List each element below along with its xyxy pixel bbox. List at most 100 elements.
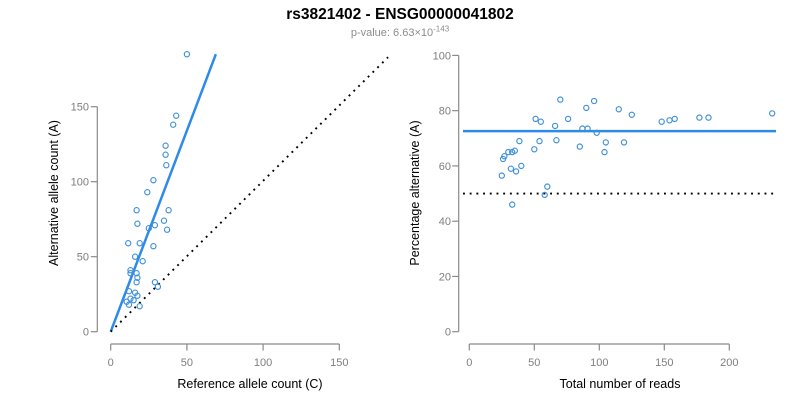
- data-point: [537, 118, 544, 125]
- data-point: [170, 121, 177, 128]
- data-point: [150, 243, 157, 250]
- data-point: [769, 110, 776, 117]
- data-point: [544, 183, 551, 190]
- data-point: [136, 303, 143, 310]
- x-tick-label: 50: [528, 357, 540, 369]
- data-point: [512, 168, 520, 175]
- data-point: [145, 225, 152, 232]
- data-point: [658, 118, 665, 125]
- data-point: [151, 222, 159, 229]
- data-point: [160, 217, 168, 224]
- x-tick-label: 0: [108, 357, 114, 369]
- data-point: [127, 270, 134, 277]
- data-point: [541, 191, 548, 199]
- x-axis-title: Reference allele count (C): [177, 377, 322, 391]
- data-point: [511, 147, 518, 154]
- identity-line: [110, 56, 389, 333]
- y-tick-label: 0: [83, 327, 89, 339]
- data-point: [134, 220, 141, 227]
- data-point: [583, 104, 590, 112]
- figure-subtitle: p-value: 6.63×10-143: [0, 24, 800, 39]
- data-point: [602, 139, 609, 146]
- data-point: [133, 279, 140, 286]
- data-point: [601, 148, 608, 156]
- data-point: [151, 279, 159, 286]
- x-tick-label: 100: [590, 357, 608, 369]
- data-point: [150, 177, 157, 184]
- data-point: [131, 253, 139, 260]
- x-tick-label: 150: [655, 357, 673, 369]
- x-tick-label: 50: [181, 357, 193, 369]
- data-point: [125, 301, 133, 308]
- y-tick-label: 50: [77, 252, 89, 264]
- data-point: [705, 114, 712, 121]
- data-point: [593, 129, 600, 136]
- data-point: [163, 226, 171, 233]
- data-point: [576, 143, 583, 150]
- y-axis-title: Alternative allele count (A): [47, 120, 61, 266]
- y-tick-label: 100: [71, 177, 89, 189]
- data-point: [553, 137, 560, 144]
- data-point: [518, 162, 525, 170]
- data-point: [615, 106, 622, 113]
- data-point: [134, 292, 141, 299]
- data-point: [127, 295, 134, 302]
- data-point: [154, 283, 162, 290]
- data-point: [144, 189, 151, 196]
- x-tick-label: 100: [254, 357, 272, 369]
- data-point: [564, 115, 572, 123]
- percentage-vs-reads-scatter: 0 20 40 60 80 100 0 50 100 150 200 Total number of …: [408, 50, 776, 391]
- data-point: [133, 207, 140, 214]
- data-point: [173, 112, 180, 119]
- data-point: [531, 146, 538, 153]
- data-point: [183, 51, 191, 58]
- data-point: [620, 139, 628, 146]
- x-axis-title: Total number of reads: [560, 377, 681, 391]
- data-point: [557, 96, 564, 103]
- data-point: [501, 153, 508, 160]
- x-tick-label: 150: [330, 357, 348, 369]
- pvalue-mantissa: 6.63: [393, 27, 415, 39]
- data-point: [505, 148, 512, 156]
- data-point: [498, 172, 505, 179]
- y-tick-label: 150: [71, 102, 89, 114]
- data-point: [590, 97, 598, 105]
- data-point: [551, 122, 559, 130]
- y-tick-label: 0: [445, 327, 451, 339]
- y-axis-title: Percentage alternative (A): [408, 120, 422, 265]
- data-point: [163, 162, 170, 169]
- y-tick-label: 60: [439, 161, 451, 173]
- pvalue-base: 10: [420, 27, 434, 39]
- data-point: [666, 117, 673, 124]
- data-point: [507, 165, 515, 172]
- data-point: [509, 201, 516, 208]
- data-point: [584, 125, 591, 132]
- data-point: [696, 114, 703, 121]
- data-point: [162, 142, 169, 149]
- y-tick-label: 80: [439, 106, 451, 118]
- data-points: [123, 51, 191, 310]
- y-tick-label: 40: [439, 216, 451, 228]
- data-point: [516, 137, 523, 145]
- data-point: [536, 137, 543, 145]
- data-point: [127, 267, 134, 274]
- data-point: [133, 270, 140, 277]
- pvalue-times-sign: ×: [414, 27, 421, 39]
- pvalue-label: p-value:: [350, 27, 394, 39]
- data-point: [125, 240, 132, 247]
- x-tick-label: 0: [466, 357, 472, 369]
- pvalue-exponent: -143: [433, 24, 450, 34]
- x-tick-label: 200: [720, 357, 738, 369]
- y-tick-label: 20: [439, 271, 451, 283]
- data-point: [671, 115, 678, 123]
- data-point: [162, 151, 169, 158]
- data-point: [136, 240, 143, 247]
- figure-title: rs3821402 - ENSG00000041802: [286, 6, 514, 23]
- data-point: [139, 258, 146, 265]
- data-point: [125, 288, 133, 295]
- data-points: [498, 96, 776, 208]
- data-point: [165, 207, 172, 214]
- data-point: [130, 297, 137, 304]
